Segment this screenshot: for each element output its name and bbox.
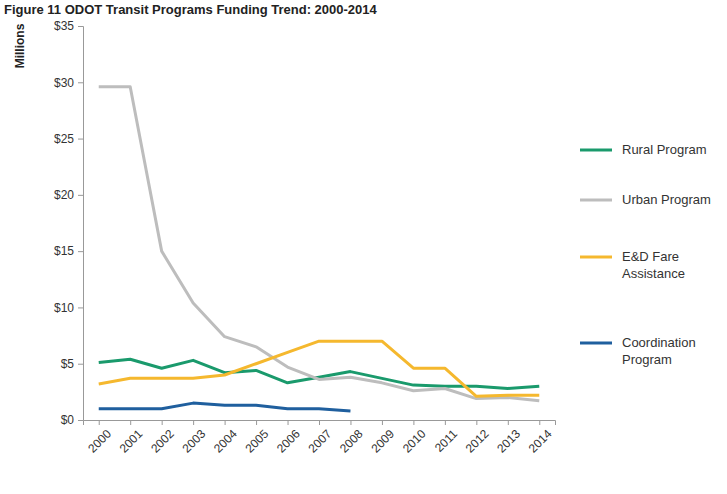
legend-swatch [580,342,612,345]
y-axis: $0 $5 $10 $15 $20 $25 $30 $35 [54,19,84,427]
x-tick-mark [476,420,477,425]
x-tick-mark [225,420,226,425]
x-tick-label: 2002 [148,427,177,456]
y-tick: $0 [61,413,83,427]
y-tick-mark [78,364,83,365]
y-tick-label: $30 [54,76,74,90]
y-axis-line [78,27,84,421]
x-tick: 2002 [148,420,177,456]
x-tick: 2007 [305,420,334,456]
y-tick-mark [78,420,83,421]
y-tick-label: $15 [54,244,74,258]
x-tick: 2003 [180,420,209,456]
x-tick: 2006 [274,420,303,456]
x-tick-label: 2007 [305,427,334,456]
legend-item: Urban Program [580,192,711,207]
legend-label: E&D FareAssistance [622,249,685,281]
y-tick-label: $25 [54,132,74,146]
x-tick-label: 2008 [337,427,366,456]
y-tick-label: $35 [54,19,74,33]
legend-item: E&D FareAssistance [580,249,685,281]
y-tick: $15 [54,244,83,258]
x-tick-mark [445,420,446,425]
x-tick-mark [193,420,194,425]
chart: Figure 11 ODOT Transit Programs Funding … [0,0,727,494]
x-tick: 2000 [85,420,114,456]
legend-item: CoordinationProgram [580,335,696,367]
x-tick: 2012 [463,420,492,456]
series-line [99,359,540,388]
legend-label: Urban Program [622,192,711,207]
x-tick: 2014 [526,420,555,456]
x-tick-label: 2010 [400,427,429,456]
y-tick-label: $5 [61,357,75,371]
x-tick-mark [382,420,383,425]
x-tick-label: 2004 [211,427,240,456]
y-tick-mark [78,251,83,252]
legend-swatch [580,149,612,152]
x-tick: 2004 [211,420,240,456]
x-tick-label: 2001 [117,427,146,456]
x-tick-label: 2014 [526,427,555,456]
series-line [99,87,540,401]
x-tick-mark [288,420,289,425]
title: Figure 11 ODOT Transit Programs Funding … [4,2,378,17]
x-tick-label: 2009 [368,427,397,456]
y-tick-mark [78,139,83,140]
y-tick: $25 [54,132,83,146]
series-line [99,341,540,396]
y-tick: $30 [54,76,83,90]
x-tick-label: 2006 [274,427,303,456]
x-tick-label: 2000 [85,427,114,456]
y-tick: $20 [54,188,83,202]
x-tick-label: 2011 [432,427,460,455]
x-tick-mark [99,420,100,425]
legend-label: CoordinationProgram [622,335,696,367]
legend-swatch [580,256,612,259]
y-tick-mark [78,307,83,308]
x-tick-mark [350,420,351,425]
x-tick-mark [413,420,414,425]
x-tick-label: 2012 [463,427,492,456]
x-axis-line [84,421,556,426]
y-tick: $5 [61,357,83,371]
y-tick-mark [78,82,83,83]
x-tick-mark [130,420,131,425]
x-tick-label: 2005 [243,427,272,456]
x-tick-mark [539,420,540,425]
x-tick: 2001 [117,420,146,456]
legend-item: Rural Program [580,142,707,157]
y-axis-title: Millions [13,23,27,68]
x-tick-label: 2003 [180,427,209,456]
y-tick-label: $0 [61,413,75,427]
y-tick-mark [78,195,83,196]
legend-swatch [580,199,612,202]
y-tick: $35 [54,19,83,33]
x-tick: 2011 [432,420,460,455]
y-tick-mark [78,26,83,27]
x-tick-mark [319,420,320,425]
x-tick: 2008 [337,420,366,456]
x-axis: 2000200120022003200420052006200720082009… [84,420,556,456]
y-tick-label: $10 [54,301,74,315]
legend: Rural Program Urban Program E&D FareAssist… [580,142,711,367]
x-tick: 2013 [494,420,523,456]
y-tick-label: $20 [54,188,74,202]
x-tick: 2005 [243,420,272,456]
x-tick-label: 2013 [494,427,523,456]
x-tick: 2009 [368,420,397,456]
legend-label: Rural Program [622,142,707,157]
y-tick: $10 [54,301,83,315]
lines [99,87,540,411]
x-tick-mark [256,420,257,425]
series-line [99,403,351,411]
x-tick: 2010 [400,420,429,456]
x-tick-mark [162,420,163,425]
x-tick-mark [508,420,509,425]
